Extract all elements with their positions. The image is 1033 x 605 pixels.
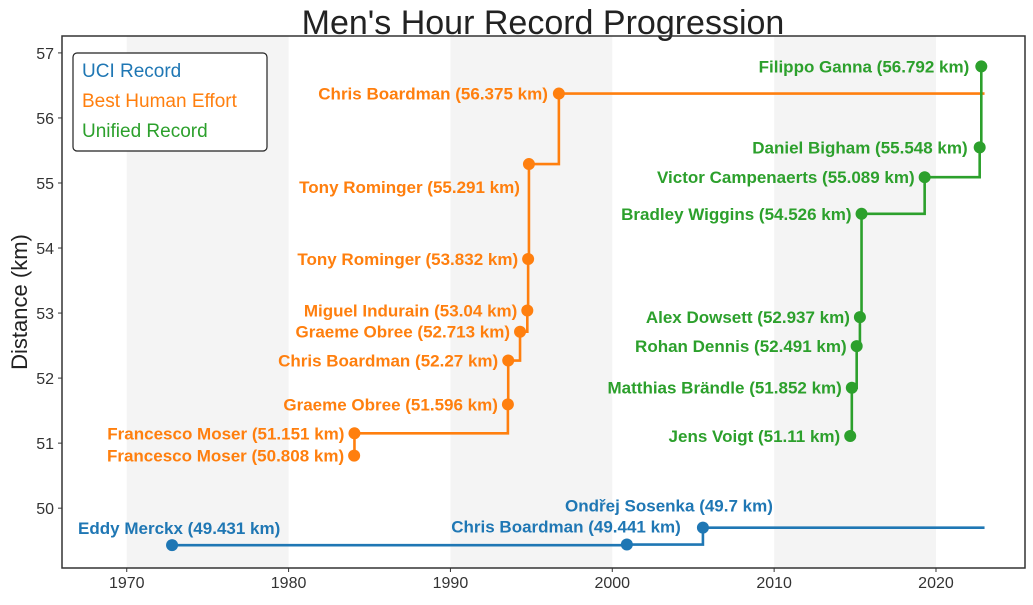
data-point (850, 340, 863, 353)
data-point (975, 60, 988, 73)
data-label: Ondřej Sosenka (49.7 km) (565, 497, 773, 516)
data-point (845, 381, 858, 394)
x-tick-label: 2010 (756, 575, 792, 592)
decade-band (774, 36, 936, 568)
y-tick-label: 50 (36, 501, 54, 518)
series-best-human-effort: Francesco Moser (50.808 km) Francesco Mos… (107, 85, 985, 466)
y-tick-label: 51 (36, 436, 54, 453)
data-label: Chris Boardman (49.441 km) (451, 518, 681, 537)
x-tick-label: 1990 (433, 575, 469, 592)
data-label: Graeme Obree (51.596 km) (283, 395, 498, 414)
legend-entry-best-human: Best Human Effort (82, 91, 238, 112)
data-point (501, 398, 514, 411)
data-point (552, 87, 565, 100)
data-point (514, 325, 527, 338)
x-tick-label: 2000 (594, 575, 630, 592)
data-point (855, 207, 868, 220)
data-point (348, 449, 361, 462)
plot-frame (61, 35, 1026, 569)
y-axis-label: Distance (km) (7, 234, 32, 370)
x-tick-label: 2020 (918, 575, 954, 592)
data-point (844, 429, 857, 442)
data-label: Victor Campenaerts (55.089 km) (657, 168, 915, 187)
y-tick-label: 53 (36, 306, 54, 323)
decade-band (450, 36, 613, 568)
data-label: Jens Voigt (51.11 km) (669, 427, 841, 446)
y-tick-label: 54 (36, 241, 54, 258)
data-point (502, 354, 515, 367)
series-uci-record: Eddy Merckx (49.431 km) Chris Boardman (4… (78, 497, 985, 552)
legend: UCI Record Best Human Effort Unified Rec… (72, 52, 268, 152)
data-point (918, 171, 931, 184)
legend-box (72, 52, 268, 152)
data-point (973, 141, 986, 154)
data-label: Daniel Bigham (55.548 km) (752, 138, 967, 157)
series-unified-record: Jens Voigt (51.11 km) Matthias Brändle (5… (608, 57, 988, 446)
data-label: Chris Boardman (52.27 km) (278, 352, 498, 371)
data-label: Miguel Indurain (53.04 km) (304, 301, 518, 320)
data-label: Eddy Merckx (49.431 km) (78, 519, 280, 538)
y-tick-label: 55 (36, 176, 54, 193)
y-tick-label: 52 (36, 371, 54, 388)
data-label: Rohan Dennis (52.491 km) (635, 337, 847, 356)
data-label: Graeme Obree (52.713 km) (296, 323, 511, 342)
data-point (166, 539, 179, 552)
legend-entry-unified: Unified Record (82, 121, 208, 142)
series-step-line (172, 526, 985, 547)
data-point (348, 427, 361, 440)
data-label: Tony Rominger (53.832 km) (297, 250, 518, 269)
data-point (522, 158, 535, 171)
data-point (521, 304, 534, 317)
data-label: Filippo Ganna (56.792 km) (759, 57, 970, 76)
data-label: Tony Rominger (55.291 km) (299, 178, 520, 197)
data-label: Bradley Wiggins (54.526 km) (621, 205, 851, 224)
data-label: Francesco Moser (50.808 km) (107, 447, 344, 466)
y-tick-label: 57 (36, 46, 54, 63)
x-tick-label: 1980 (271, 575, 307, 592)
y-tick-label: 56 (36, 111, 54, 128)
data-point (853, 311, 866, 324)
data-point (522, 252, 535, 265)
legend-entry-uci: UCI Record (82, 61, 181, 82)
x-tick-label: 1970 (109, 575, 145, 592)
data-point (620, 538, 633, 551)
data-label: Chris Boardman (56.375 km) (318, 85, 548, 104)
data-label: Francesco Moser (51.151 km) (107, 424, 344, 443)
data-label: Alex Dowsett (52.937 km) (646, 308, 850, 327)
data-label: Matthias Brändle (51.852 km) (608, 379, 842, 398)
data-point (696, 521, 709, 534)
